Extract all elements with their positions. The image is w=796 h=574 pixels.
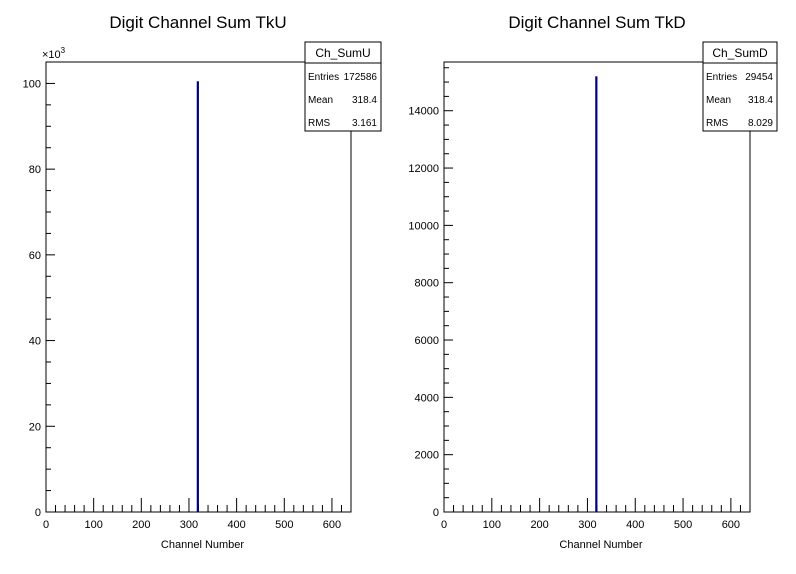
histogram-pad-2: Digit Channel Sum TkD 0 100 200 300 400 500 600… [408,13,778,551]
stats-box: Ch_SumD Entries 29454 Mean 318.4 RMS 8.029 [702,41,778,132]
stats-entries-value: 29454 [745,72,773,83]
stats-mean-label: Mean [308,95,333,106]
y-tick-label: 60 [29,250,41,262]
x-tick-label: 0 [441,519,447,531]
y-tick-label: 0 [35,507,41,519]
stats-rms-label: RMS [308,118,331,129]
x-tick-label: 600 [323,519,341,531]
y-axis-multiplier: ×103 [42,46,66,61]
stats-box: Ch_SumU Entries 172586 Mean 318.4 RMS 3.161 [304,41,382,132]
x-tick-label: 500 [275,519,293,531]
y-tick-label: 0 [433,507,439,519]
x-tick-label: 200 [132,519,150,531]
y-tick-label: 14000 [408,106,439,118]
histogram-bar [196,81,199,513]
x-tick-label: 600 [722,519,740,531]
stats-histogram-name: Ch_SumU [315,46,370,60]
x-tick-label: 300 [180,519,198,531]
histogram-bar [595,76,598,512]
x-tick-label: 0 [43,519,49,531]
stats-rms-label: RMS [706,118,729,129]
x-tick-label: 400 [227,519,245,531]
x-axis-label: Channel Number [559,539,642,551]
stats-entries-label: Entries [308,72,339,83]
y-tick-label: 20 [29,421,41,433]
stats-box-frame [702,41,778,132]
y-tick-label: 100 [23,78,41,90]
y-tick-label: 12000 [408,163,439,175]
chart-title: Digit Channel Sum TkU [109,13,286,32]
stats-rms-value: 3.161 [352,118,377,129]
y-tick-label: 2000 [415,450,439,462]
stats-entries-value: 172586 [344,72,378,83]
stats-entries-label: Entries [706,72,737,83]
y-tick-label: 80 [29,164,41,176]
y-tick-label: 40 [29,336,41,348]
x-tick-label: 300 [578,519,596,531]
x-tick-label: 400 [626,519,644,531]
stats-mean-value: 318.4 [748,95,773,106]
chart-title: Digit Channel Sum TkD [508,13,685,32]
y-tick-label: 6000 [415,335,439,347]
stats-box-frame [304,41,382,132]
y-tick-label: 10000 [408,220,439,232]
stats-mean-label: Mean [706,95,731,106]
stats-rms-value: 8.029 [748,118,773,129]
x-tick-label: 100 [84,519,102,531]
stats-mean-value: 318.4 [352,95,377,106]
y-tick-label: 8000 [415,278,439,290]
x-tick-label: 200 [530,519,548,531]
x-tick-label: 100 [483,519,501,531]
stats-histogram-name: Ch_SumD [712,46,768,60]
x-axis-label: Channel Number [161,539,244,551]
y-tick-label: 4000 [415,392,439,404]
x-tick-label: 500 [674,519,692,531]
